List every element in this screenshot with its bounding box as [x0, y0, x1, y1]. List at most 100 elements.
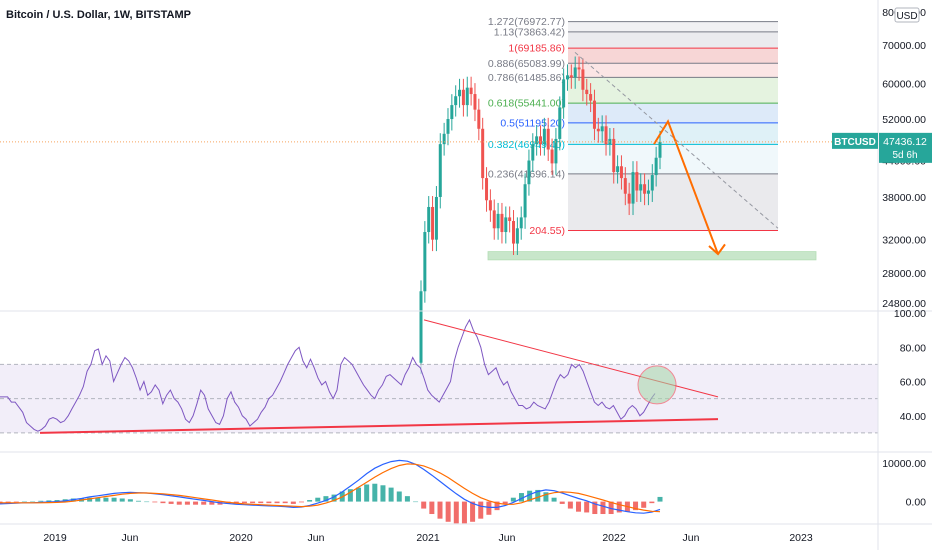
candle	[639, 173, 643, 202]
fib-level-label: 0.786(61485.86)	[488, 72, 565, 84]
macd-histogram-bar	[413, 501, 419, 503]
candle-body	[442, 133, 446, 145]
macd-histogram-bar	[258, 501, 264, 504]
candle	[427, 196, 431, 244]
macd-histogram-bar	[30, 501, 36, 503]
macd-histogram-bar	[274, 501, 280, 504]
currency-badge-box	[894, 7, 920, 23]
candle	[546, 117, 550, 161]
macd-histogram-bar	[21, 501, 27, 503]
candle-body	[446, 119, 450, 134]
macd-histogram-bar	[478, 501, 484, 519]
candle	[589, 83, 593, 113]
candle	[596, 117, 600, 143]
macd-line	[0, 459, 661, 514]
candle	[504, 206, 508, 244]
macd-histogram-bar	[616, 501, 622, 513]
rsi-band	[0, 364, 878, 433]
fib-zone	[568, 173, 778, 231]
price-tick-label: 32000.00	[882, 235, 926, 247]
macd-histogram-bar	[184, 501, 190, 505]
time-axis-label: Jun	[499, 532, 516, 544]
macd-histogram-bar	[437, 501, 443, 519]
fib-zone	[568, 63, 778, 78]
candle-body	[589, 94, 593, 101]
candle	[496, 202, 500, 240]
time-axis-label: 2022	[602, 532, 626, 544]
macd-histogram-bar	[282, 501, 288, 504]
candle	[492, 199, 496, 240]
fib-level-label: 1.13(73863.42)	[494, 26, 565, 38]
candle	[635, 161, 639, 202]
macd-histogram-bar	[127, 499, 133, 502]
fib-level-label: 204.55)	[529, 225, 565, 237]
candle	[592, 89, 596, 141]
macd-histogram-bar	[38, 500, 44, 502]
fib-zone	[568, 48, 778, 64]
candle-body	[488, 200, 492, 211]
candle	[438, 133, 442, 209]
macd-histogram-bar	[356, 487, 362, 502]
candle	[569, 64, 573, 89]
candle-body	[477, 109, 481, 129]
candle-body	[581, 69, 585, 90]
candle	[469, 76, 473, 106]
candle	[488, 189, 492, 222]
macd-histogram-bar	[527, 490, 533, 502]
macd-histogram-bar	[331, 494, 337, 502]
macd-histogram-bar	[160, 501, 166, 504]
candle	[481, 117, 485, 190]
macd-histogram-bar	[13, 501, 19, 503]
fib-zone	[568, 77, 778, 104]
macd-histogram-bar	[567, 501, 573, 509]
rsi-tick-label: 100.00	[894, 308, 926, 320]
candle-body	[419, 291, 423, 363]
candle	[604, 115, 608, 156]
candle-body	[496, 213, 500, 229]
candle	[550, 138, 554, 175]
candle	[643, 173, 647, 206]
macd-histogram-bar	[298, 501, 304, 503]
candle	[477, 98, 481, 141]
candle	[446, 108, 450, 146]
candle-body	[481, 128, 485, 179]
candle-body	[454, 96, 458, 106]
macd-histogram-bar	[241, 501, 247, 504]
candle-body	[492, 210, 496, 229]
candle	[650, 164, 654, 202]
candle-body	[523, 184, 527, 218]
candle	[512, 210, 516, 256]
fib-level-label: 0.382(46949.40)	[488, 139, 565, 151]
projection-arrowhead	[708, 243, 726, 256]
candle	[539, 125, 542, 156]
macd-histogram-bar	[152, 501, 158, 503]
fib-zone	[568, 31, 778, 49]
candle-body	[627, 193, 631, 204]
price-tick-label: 70000.00	[882, 40, 926, 52]
dashed-trendline	[574, 52, 779, 229]
macd-histogram-bar	[494, 501, 500, 511]
candle-body	[473, 94, 477, 110]
macd-histogram-bar	[404, 496, 410, 502]
macd-histogram-bar	[543, 492, 549, 502]
price-tick-label: 28000.00	[882, 268, 926, 280]
time-axis-label: 2019	[43, 532, 67, 544]
rsi-tick-label: 80.00	[900, 342, 926, 354]
macd-histogram-bar	[87, 497, 93, 502]
candle-body	[631, 172, 635, 204]
candle	[423, 221, 427, 303]
candle-body	[577, 67, 581, 70]
macd-histogram-bar	[657, 496, 663, 502]
projection-arrow	[653, 119, 719, 255]
candle-body	[485, 178, 489, 201]
signal-line	[0, 463, 661, 513]
last-price-badge: BTCUSD 47436.12 5d 6h	[832, 132, 932, 163]
candle-body	[469, 87, 473, 95]
candle	[419, 280, 423, 375]
candle-body	[612, 138, 616, 173]
candle	[500, 202, 504, 244]
candle	[623, 167, 627, 206]
candle	[450, 94, 454, 131]
candle	[562, 68, 566, 119]
price-tick-label: 24800.00	[882, 298, 926, 310]
